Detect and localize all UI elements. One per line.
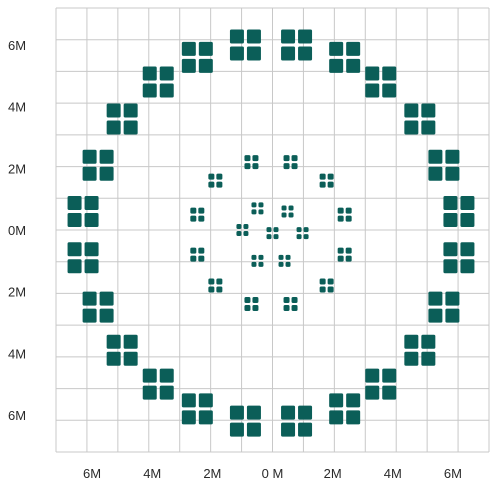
data-point-large (82, 149, 114, 181)
data-point-large (142, 66, 174, 98)
y-tick-label: 6M (8, 408, 26, 423)
data-point-large (229, 29, 261, 61)
data-point-large (404, 334, 436, 366)
x-tick-label: 4M (143, 466, 161, 481)
data-point-large (281, 405, 313, 437)
data-point-large (329, 393, 361, 425)
data-point-small (236, 224, 249, 236)
data-point-medium (190, 207, 205, 222)
data-point-medium (244, 155, 259, 170)
data-point-large (281, 29, 313, 61)
grid (55, 7, 490, 453)
y-tick-label: 2M (8, 161, 26, 176)
y-tick-label: 0M (8, 223, 26, 238)
x-tick-label: 0 M (262, 466, 284, 481)
y-tick-label: 2M (8, 285, 26, 300)
data-point-large (67, 196, 99, 227)
x-tick-label: 6M (83, 466, 101, 481)
data-point-medium (208, 173, 223, 188)
data-point-small (251, 202, 264, 215)
data-point-large (443, 242, 475, 274)
data-point-medium (319, 173, 334, 188)
data-point-large (106, 103, 138, 135)
data-point-large (329, 41, 361, 73)
x-axis-tick-labels: 6M 4M 2M 0 M 2M 4M 6M (83, 466, 462, 481)
y-tick-label: 6M (8, 38, 26, 53)
data-point-small (278, 254, 291, 267)
data-point-medium (190, 247, 205, 262)
x-tick-label: 4M (384, 466, 402, 481)
data-point-small (281, 205, 294, 218)
y-tick-label: 4M (8, 346, 26, 361)
data-point-large (229, 405, 261, 437)
data-point-large (428, 291, 460, 323)
data-point-medium (337, 207, 352, 222)
x-tick-label: 6M (444, 466, 462, 481)
data-point-large (181, 393, 213, 425)
data-point-medium (283, 297, 298, 311)
data-point-large (365, 368, 397, 400)
data-point-small (296, 227, 309, 240)
data-point-large (404, 103, 436, 135)
data-point-large (106, 334, 138, 366)
data-point-medium (283, 155, 298, 170)
data-point-large (67, 242, 99, 274)
data-point-large (365, 66, 397, 98)
y-tick-label: 4M (8, 100, 26, 115)
x-tick-label: 2M (203, 466, 221, 481)
data-point-medium (208, 278, 223, 293)
data-points (67, 29, 475, 437)
data-point-medium (337, 247, 352, 262)
x-tick-label: 2M (324, 466, 342, 481)
data-point-small (251, 254, 264, 267)
y-axis-tick-labels: 6M 4M 2M 0M 2M 4M 6M (8, 38, 26, 423)
data-point-large (428, 149, 460, 181)
data-point-large (142, 368, 174, 400)
data-point-small (266, 227, 279, 240)
data-point-large (82, 291, 114, 323)
data-point-medium (319, 278, 334, 293)
data-point-medium (244, 297, 259, 311)
data-point-large (443, 196, 475, 227)
data-point-large (181, 41, 213, 73)
